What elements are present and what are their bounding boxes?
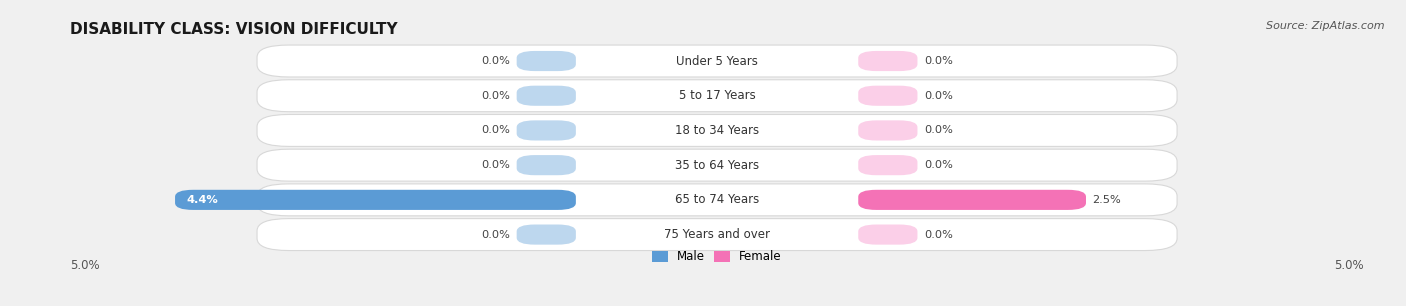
FancyBboxPatch shape (516, 51, 576, 71)
Text: 0.0%: 0.0% (481, 230, 510, 240)
FancyBboxPatch shape (858, 120, 918, 140)
FancyBboxPatch shape (858, 86, 918, 106)
FancyBboxPatch shape (516, 225, 576, 244)
FancyBboxPatch shape (516, 120, 576, 140)
Text: 35 to 64 Years: 35 to 64 Years (675, 159, 759, 172)
FancyBboxPatch shape (257, 114, 1177, 146)
Text: 4.4%: 4.4% (186, 195, 218, 205)
Text: Under 5 Years: Under 5 Years (676, 54, 758, 68)
Text: 65 to 74 Years: 65 to 74 Years (675, 193, 759, 206)
FancyBboxPatch shape (257, 184, 1177, 216)
Text: 5.0%: 5.0% (70, 259, 100, 272)
Text: 5 to 17 Years: 5 to 17 Years (679, 89, 755, 102)
Text: 5.0%: 5.0% (1334, 259, 1364, 272)
Text: 0.0%: 0.0% (924, 230, 953, 240)
Text: 18 to 34 Years: 18 to 34 Years (675, 124, 759, 137)
FancyBboxPatch shape (516, 155, 576, 175)
Text: 0.0%: 0.0% (924, 160, 953, 170)
FancyBboxPatch shape (858, 51, 918, 71)
FancyBboxPatch shape (858, 190, 1085, 210)
FancyBboxPatch shape (176, 190, 576, 210)
FancyBboxPatch shape (858, 225, 918, 244)
Text: 0.0%: 0.0% (481, 91, 510, 101)
FancyBboxPatch shape (257, 80, 1177, 112)
FancyBboxPatch shape (257, 218, 1177, 251)
Text: 2.5%: 2.5% (1092, 195, 1121, 205)
Text: 0.0%: 0.0% (481, 56, 510, 66)
FancyBboxPatch shape (516, 86, 576, 106)
Text: 0.0%: 0.0% (924, 91, 953, 101)
Text: DISABILITY CLASS: VISION DIFFICULTY: DISABILITY CLASS: VISION DIFFICULTY (70, 22, 398, 37)
Text: 0.0%: 0.0% (924, 125, 953, 136)
Text: 0.0%: 0.0% (481, 125, 510, 136)
FancyBboxPatch shape (257, 149, 1177, 181)
FancyBboxPatch shape (858, 155, 918, 175)
Text: Source: ZipAtlas.com: Source: ZipAtlas.com (1267, 21, 1385, 32)
Text: 0.0%: 0.0% (481, 160, 510, 170)
FancyBboxPatch shape (257, 45, 1177, 77)
Text: 75 Years and over: 75 Years and over (664, 228, 770, 241)
Text: 0.0%: 0.0% (924, 56, 953, 66)
Legend: Male, Female: Male, Female (648, 246, 786, 268)
